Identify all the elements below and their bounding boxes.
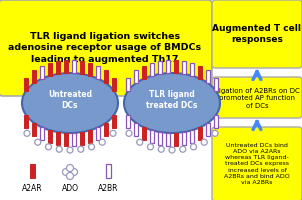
Circle shape xyxy=(46,144,52,150)
FancyBboxPatch shape xyxy=(0,0,212,96)
Bar xyxy=(206,123,210,136)
Circle shape xyxy=(180,146,186,152)
Circle shape xyxy=(110,130,116,136)
Text: Ligation of A2BRs on DC
promoted AP function
of DCs: Ligation of A2BRs on DC promoted AP func… xyxy=(215,88,299,108)
Bar xyxy=(112,115,116,128)
Circle shape xyxy=(70,168,78,176)
Circle shape xyxy=(158,146,164,152)
Bar xyxy=(158,61,162,74)
Bar xyxy=(56,132,60,145)
FancyBboxPatch shape xyxy=(212,127,302,200)
Bar xyxy=(134,70,138,83)
Circle shape xyxy=(169,147,175,153)
Bar xyxy=(190,130,194,143)
Circle shape xyxy=(63,168,69,176)
Circle shape xyxy=(24,130,30,136)
Circle shape xyxy=(137,139,143,145)
Bar xyxy=(88,130,92,143)
Text: Untreated
DCs: Untreated DCs xyxy=(48,90,92,110)
Bar xyxy=(142,66,146,79)
Bar xyxy=(80,132,84,145)
Circle shape xyxy=(67,147,73,153)
Bar xyxy=(48,63,52,76)
Circle shape xyxy=(56,146,62,152)
Bar xyxy=(40,66,44,79)
Bar xyxy=(182,61,186,74)
Text: TLR ligand ligation switches
adenosine receptor usage of BMDCs
leading to augmen: TLR ligand ligation switches adenosine r… xyxy=(8,32,201,64)
Bar xyxy=(96,66,100,79)
Bar xyxy=(30,164,34,178)
Bar xyxy=(198,127,202,140)
Bar xyxy=(32,70,36,83)
Bar xyxy=(104,70,108,83)
Bar xyxy=(104,123,108,136)
Bar xyxy=(150,63,154,76)
Text: ADO: ADO xyxy=(62,184,79,193)
Circle shape xyxy=(99,139,105,145)
Bar xyxy=(32,123,36,136)
Bar xyxy=(112,78,116,91)
Circle shape xyxy=(147,144,153,150)
Circle shape xyxy=(126,130,132,136)
Bar xyxy=(134,123,138,136)
Bar xyxy=(174,60,178,73)
Bar xyxy=(190,63,194,76)
Bar xyxy=(158,132,162,145)
Bar xyxy=(24,115,28,128)
Text: A2AR: A2AR xyxy=(22,184,42,193)
Circle shape xyxy=(66,172,73,180)
Bar xyxy=(166,133,170,146)
Bar xyxy=(174,133,178,146)
Bar xyxy=(80,61,84,74)
Bar xyxy=(24,78,28,91)
Circle shape xyxy=(201,139,207,145)
Bar xyxy=(126,78,130,91)
Bar xyxy=(40,127,44,140)
Bar xyxy=(88,63,92,76)
Bar xyxy=(198,66,202,79)
Bar xyxy=(214,78,218,91)
Bar xyxy=(72,60,76,73)
Bar xyxy=(64,60,68,73)
Bar xyxy=(214,115,218,128)
Circle shape xyxy=(78,146,84,152)
Text: Augmented T cell
responses: Augmented T cell responses xyxy=(213,24,301,44)
Circle shape xyxy=(88,144,95,150)
Ellipse shape xyxy=(124,73,220,133)
Bar xyxy=(126,115,130,128)
FancyBboxPatch shape xyxy=(212,0,302,68)
FancyBboxPatch shape xyxy=(212,77,302,118)
Ellipse shape xyxy=(22,73,118,133)
Circle shape xyxy=(66,164,73,171)
Bar xyxy=(48,130,52,143)
Circle shape xyxy=(35,139,41,145)
Bar xyxy=(206,70,210,83)
Bar xyxy=(166,60,170,73)
Bar xyxy=(182,132,186,145)
Circle shape xyxy=(191,144,197,150)
Bar xyxy=(56,61,60,74)
Bar xyxy=(142,127,146,140)
Bar xyxy=(150,130,154,143)
Text: Untreated DCs bind
ADO via A2ARs
whereas TLR ligand-
treated DCs express
increas: Untreated DCs bind ADO via A2ARs whereas… xyxy=(224,143,290,185)
Bar xyxy=(96,127,100,140)
Circle shape xyxy=(212,130,218,136)
Bar xyxy=(72,133,76,146)
Text: A2BR: A2BR xyxy=(98,184,118,193)
Text: TLR ligand
treated DCs: TLR ligand treated DCs xyxy=(146,90,198,110)
Bar xyxy=(105,164,111,178)
Bar xyxy=(64,133,68,146)
